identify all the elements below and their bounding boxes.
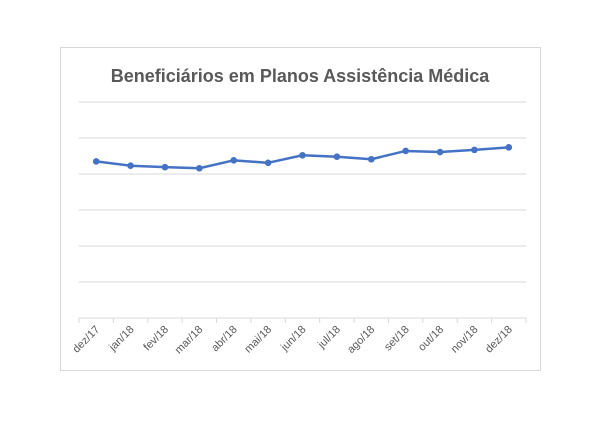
x-tick-label: dez/18 [483,324,515,356]
x-tick-label: mar/18 [173,324,206,357]
data-point [299,151,306,159]
x-tick-label: jun/18 [278,324,308,354]
data-point [471,146,478,154]
data-point [436,148,444,156]
data-point [333,153,341,161]
data-point [92,158,100,165]
x-tick-label: dez/17 [70,324,102,356]
x-tick-label: fev/18 [141,324,171,354]
x-tick-label: abr/18 [209,324,240,355]
chart-area [60,47,541,371]
data-point [264,159,272,167]
x-tick-label: ago/18 [345,324,377,356]
data-point [127,162,134,170]
chart-title: Beneficiários em Planos Assistência Médi… [110,66,490,86]
data-point [367,155,375,163]
data-point [161,163,169,171]
data-point [196,164,203,172]
x-tick-label: out/18 [416,324,446,354]
x-tick-label: jan/18 [106,324,136,354]
x-tick-label: nov/18 [449,324,481,356]
data-point [402,147,409,155]
x-tick-label: mai/18 [242,324,274,356]
x-tick-label: set/18 [382,324,412,354]
data-point [505,144,513,151]
x-tick-label: jul/18 [315,324,343,352]
data-point [230,157,238,164]
